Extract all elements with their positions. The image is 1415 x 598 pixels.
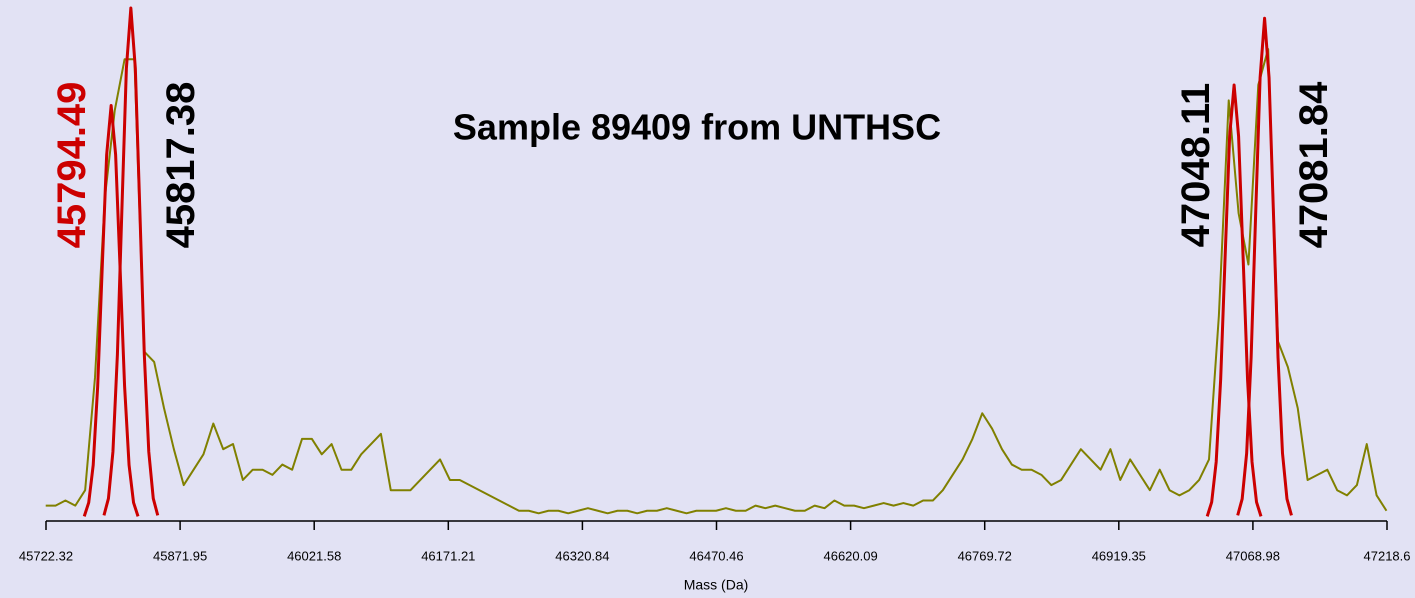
- peak-label: 47081.84: [1292, 81, 1336, 249]
- x-tick-label: 46470.46: [689, 548, 743, 563]
- peak-label: 47048.11: [1174, 83, 1218, 248]
- x-tick-label: 46620.09: [823, 548, 877, 563]
- x-tick-label: 45871.95: [153, 548, 207, 563]
- x-tick-label: 46320.84: [555, 548, 609, 563]
- spectrum-line: [45, 48, 1388, 515]
- x-tick-label: 46171.21: [421, 548, 475, 563]
- peak-label: 45794.49: [50, 82, 94, 249]
- spectrum-line: [82, 103, 140, 517]
- peak-label: 45817.38: [159, 82, 203, 249]
- x-tick-label: 47218.6: [1364, 548, 1411, 563]
- chart-title: Sample 89409 from UNTHSC: [453, 107, 941, 148]
- x-tick-label: 46021.58: [287, 548, 341, 563]
- x-tick-label: 45722.32: [19, 548, 73, 563]
- spectrum-line: [1236, 16, 1293, 516]
- spectrum-line: [1205, 83, 1263, 517]
- x-tick-label: 47068.98: [1226, 548, 1280, 563]
- x-axis-label: Mass (Da): [684, 577, 749, 593]
- x-tick-label: 46769.72: [958, 548, 1012, 563]
- spectrum-line: [102, 6, 160, 516]
- x-tick-label: 46919.35: [1092, 548, 1146, 563]
